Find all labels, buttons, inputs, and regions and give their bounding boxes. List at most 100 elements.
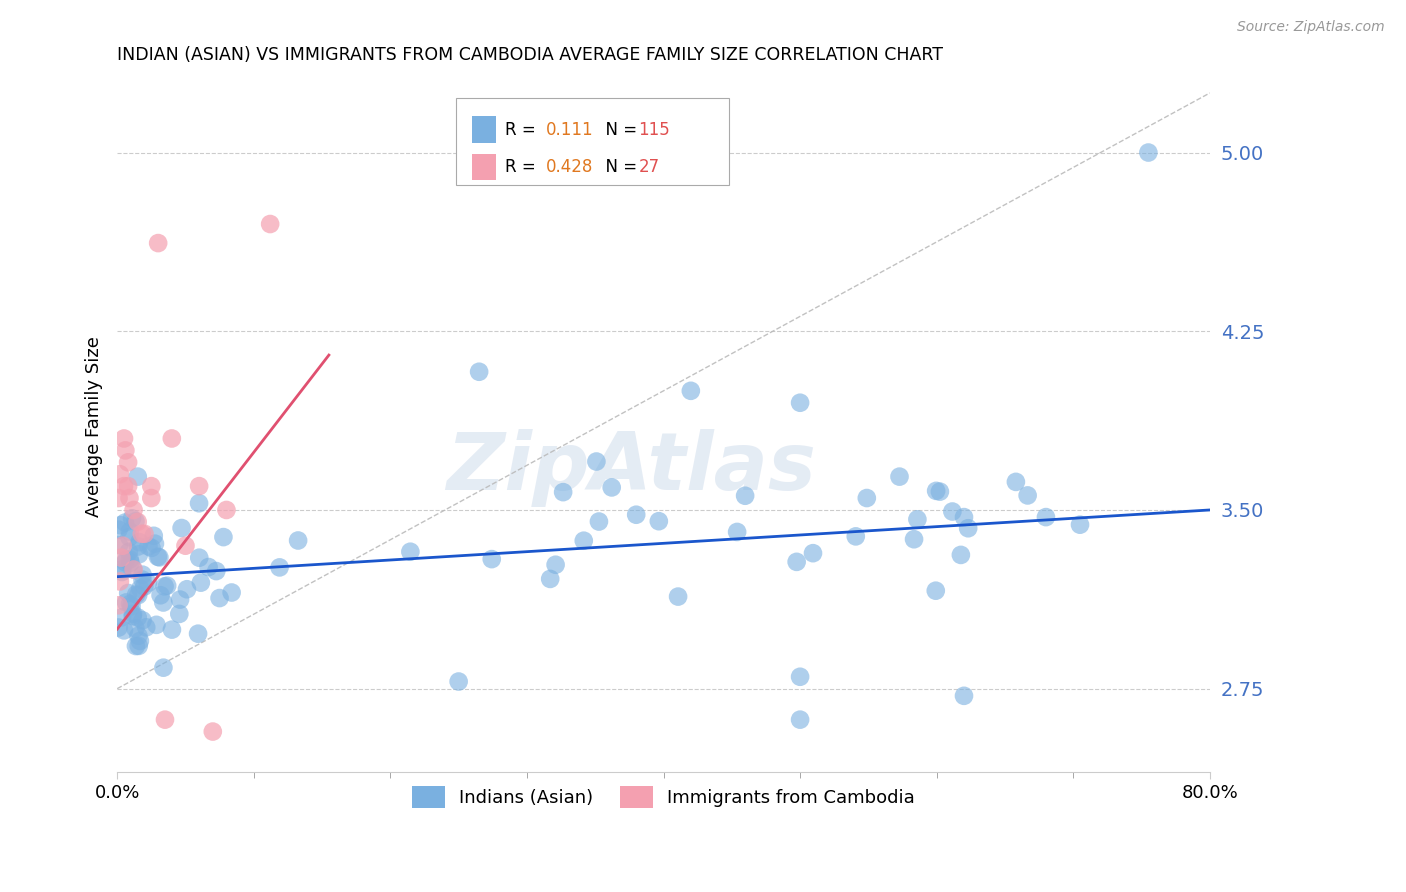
Point <box>170 521 193 535</box>
Point <box>197 560 219 574</box>
Point <box>115 595 138 609</box>
Point <box>127 540 149 554</box>
Point <box>111 562 134 576</box>
Point <box>856 491 879 505</box>
Point <box>127 629 149 643</box>
Point <box>447 674 470 689</box>
Point <box>110 518 132 533</box>
Point <box>142 529 165 543</box>
Point <box>107 599 129 613</box>
Point <box>725 524 748 539</box>
Text: 0.428: 0.428 <box>546 158 593 176</box>
Point <box>152 595 174 609</box>
Point <box>481 552 503 566</box>
Point <box>135 620 157 634</box>
Point <box>160 623 183 637</box>
Point <box>666 590 689 604</box>
Point <box>145 617 167 632</box>
Point <box>127 469 149 483</box>
Point <box>553 485 575 500</box>
Point <box>789 670 811 684</box>
Point <box>612 813 634 827</box>
Point <box>544 558 567 572</box>
Point <box>174 539 197 553</box>
Point <box>112 624 135 638</box>
Legend: Indians (Asian), Immigrants from Cambodia: Indians (Asian), Immigrants from Cambodi… <box>405 779 922 815</box>
Point <box>129 582 152 596</box>
Text: N =: N = <box>595 158 643 176</box>
Point <box>127 515 149 529</box>
Point <box>953 510 976 524</box>
Point <box>259 217 281 231</box>
Point <box>205 564 228 578</box>
Point <box>117 479 139 493</box>
Point <box>905 512 928 526</box>
Point <box>125 639 148 653</box>
Point <box>114 443 136 458</box>
Point <box>114 555 136 569</box>
Point <box>399 545 422 559</box>
Point <box>903 533 925 547</box>
Point <box>928 484 950 499</box>
Point <box>734 489 756 503</box>
Point <box>122 562 145 576</box>
Point <box>112 432 135 446</box>
Point <box>287 533 309 548</box>
Point <box>612 808 634 822</box>
Y-axis label: Average Family Size: Average Family Size <box>86 336 103 517</box>
Point <box>117 586 139 600</box>
Point <box>188 479 211 493</box>
Point <box>786 555 808 569</box>
Point <box>107 491 129 505</box>
Point <box>117 455 139 469</box>
Point <box>1185 808 1208 822</box>
Point <box>221 585 243 599</box>
Point <box>124 514 146 528</box>
Point <box>141 541 163 555</box>
Point <box>468 365 491 379</box>
Text: 0.111: 0.111 <box>546 120 593 138</box>
Point <box>127 610 149 624</box>
Point <box>107 523 129 537</box>
FancyBboxPatch shape <box>456 98 730 185</box>
Point <box>845 529 868 543</box>
Point <box>152 661 174 675</box>
Point <box>131 613 153 627</box>
Point <box>128 535 150 549</box>
Point <box>201 724 224 739</box>
Point <box>131 573 153 587</box>
Point <box>118 545 141 559</box>
Point <box>1069 517 1091 532</box>
Point <box>108 467 131 482</box>
Point <box>131 526 153 541</box>
Point <box>160 432 183 446</box>
Point <box>679 384 702 398</box>
Point <box>188 550 211 565</box>
Point <box>153 579 176 593</box>
Text: R =: R = <box>505 120 541 138</box>
Text: 27: 27 <box>638 158 659 176</box>
Point <box>134 526 156 541</box>
Point <box>176 582 198 597</box>
Point <box>1137 145 1160 160</box>
Point <box>141 479 163 493</box>
Point <box>141 491 163 505</box>
Text: Source: ZipAtlas.com: Source: ZipAtlas.com <box>1237 20 1385 34</box>
Point <box>941 504 963 518</box>
Text: 115: 115 <box>638 120 671 138</box>
Point <box>111 565 134 579</box>
Point <box>111 610 134 624</box>
Point <box>108 574 131 589</box>
Point <box>122 503 145 517</box>
Point <box>949 548 972 562</box>
Point <box>585 454 607 468</box>
Point <box>156 579 179 593</box>
Point <box>127 588 149 602</box>
Point <box>572 533 595 548</box>
Point <box>128 639 150 653</box>
Point <box>269 560 291 574</box>
Point <box>118 530 141 544</box>
Point <box>889 469 911 483</box>
Point <box>143 536 166 550</box>
Point <box>953 689 976 703</box>
